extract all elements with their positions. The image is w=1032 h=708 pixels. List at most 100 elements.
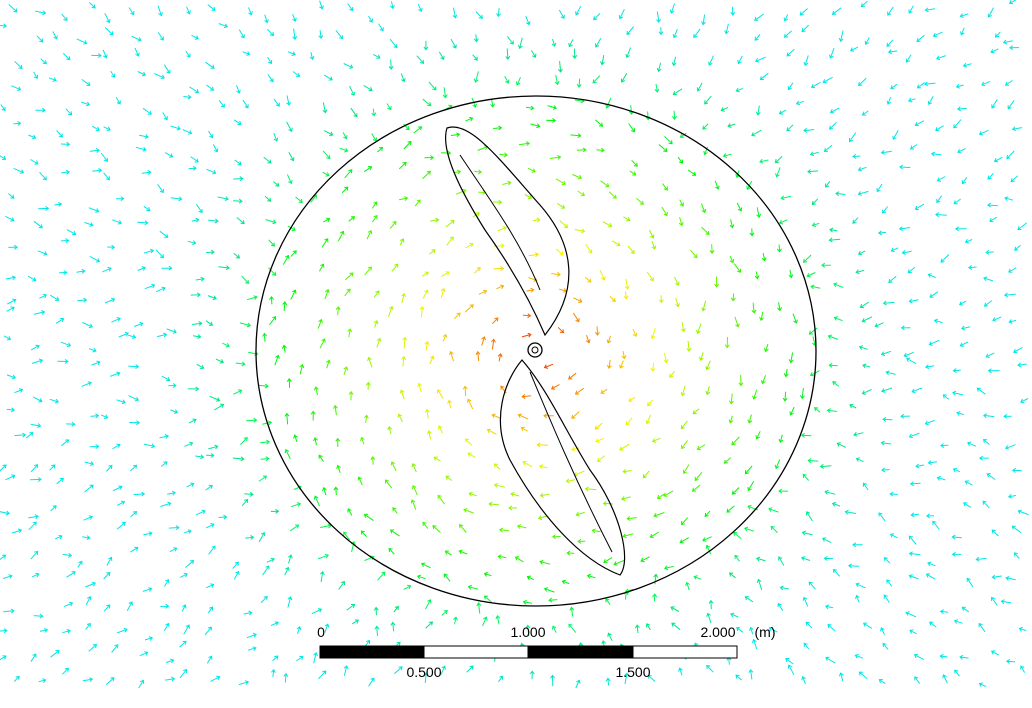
vector-arrow	[348, 390, 354, 401]
vector-arrow	[0, 655, 7, 661]
vector-arrow	[701, 226, 710, 235]
vector-arrow	[35, 10, 47, 16]
vector-arrow	[730, 612, 739, 618]
vector-arrow	[163, 64, 171, 74]
vector-arrow	[983, 300, 993, 307]
vector-arrow	[486, 428, 497, 435]
vector-arrow	[337, 230, 345, 242]
vector-arrow	[814, 407, 821, 413]
vector-arrow	[313, 651, 318, 664]
vector-arrow	[421, 271, 429, 277]
vector-arrow	[492, 199, 503, 205]
vector-arrow	[649, 531, 660, 538]
vector-arrow	[6, 407, 16, 413]
vector-arrow	[586, 573, 596, 579]
vector-arrow	[547, 105, 558, 110]
vector-arrow	[288, 152, 295, 162]
vector-arrow	[322, 150, 331, 160]
vector-arrow	[696, 82, 703, 92]
vector-arrow	[465, 116, 474, 122]
vector-arrow	[530, 123, 541, 129]
vector-arrow	[859, 301, 870, 309]
vector-arrow	[411, 484, 418, 496]
vector-arrow	[543, 363, 554, 369]
vector-arrow	[594, 326, 600, 336]
vector-arrow	[623, 216, 631, 222]
vector-arrow	[952, 467, 961, 473]
vector-arrow	[550, 674, 555, 687]
vector-arrow	[343, 366, 349, 376]
vector-arrow	[636, 197, 644, 205]
vector-arrow	[743, 526, 755, 532]
vector-arrow	[218, 23, 229, 29]
vector-arrow	[370, 456, 376, 465]
vector-arrow	[1008, 319, 1017, 324]
vector-arrow	[649, 229, 655, 239]
vector-arrow	[110, 70, 116, 78]
vector-arrow	[680, 420, 688, 430]
vector-arrow	[384, 479, 393, 489]
scale-segment	[632, 645, 738, 659]
vector-arrow	[160, 461, 168, 467]
vector-arrow	[1008, 0, 1017, 5]
vector-arrow	[810, 284, 821, 290]
vector-arrow	[774, 459, 781, 470]
vector-arrow	[157, 32, 164, 41]
vector-arrow	[195, 276, 205, 282]
vector-arrow	[619, 360, 624, 369]
vector-arrow	[619, 443, 630, 451]
vector-arrow	[161, 375, 171, 382]
vector-arrow	[653, 512, 665, 518]
vector-arrow	[531, 50, 537, 58]
vector-arrow	[909, 481, 921, 487]
vector-arrow	[196, 509, 206, 516]
vector-arrow	[505, 48, 511, 61]
vector-arrow	[102, 49, 108, 59]
vector-arrow	[371, 108, 377, 117]
vector-arrow	[419, 306, 425, 318]
vector-arrow	[372, 53, 381, 59]
vector-arrow	[831, 501, 841, 507]
vector-arrow	[680, 517, 689, 526]
vector-arrow	[625, 417, 633, 426]
vector-arrow	[908, 5, 914, 14]
vector-arrow	[242, 99, 249, 109]
vector-arrow	[827, 334, 839, 340]
vector-arrow	[414, 199, 421, 207]
vector-arrow	[244, 491, 254, 497]
vector-arrow	[204, 626, 212, 636]
vector-arrow	[810, 81, 821, 89]
vector-arrow	[39, 293, 48, 299]
vector-arrow	[357, 476, 363, 486]
vector-arrow	[599, 270, 606, 281]
vector-arrow	[135, 146, 147, 152]
vector-arrow	[939, 653, 948, 659]
vector-arrow	[11, 528, 23, 534]
vector-arrow	[258, 475, 268, 482]
vector-arrow	[30, 344, 40, 351]
vector-arrow	[411, 463, 417, 473]
vector-arrow	[806, 511, 813, 522]
vector-arrow	[190, 292, 201, 298]
vector-arrow	[671, 110, 677, 120]
vector-arrow	[205, 61, 215, 69]
vector-arrow	[568, 623, 577, 633]
vector-arrow	[116, 500, 126, 506]
vector-arrow	[669, 370, 675, 378]
vector-arrow	[82, 322, 93, 329]
vector-arrow	[954, 226, 967, 232]
vector-arrow	[333, 404, 338, 416]
vector-arrow	[143, 205, 151, 212]
vector-arrow	[622, 468, 632, 474]
vector-arrow	[52, 31, 58, 40]
vector-arrow	[290, 289, 297, 300]
vector-arrow	[368, 677, 375, 687]
vector-arrow	[360, 530, 368, 538]
vector-arrow	[515, 77, 521, 86]
vector-arrow	[105, 677, 115, 685]
vector-arrow	[324, 623, 330, 633]
vector-arrow	[374, 625, 380, 637]
vector-arrow	[986, 473, 996, 481]
vector-arrow	[857, 166, 867, 172]
vector-arrow	[754, 13, 765, 21]
